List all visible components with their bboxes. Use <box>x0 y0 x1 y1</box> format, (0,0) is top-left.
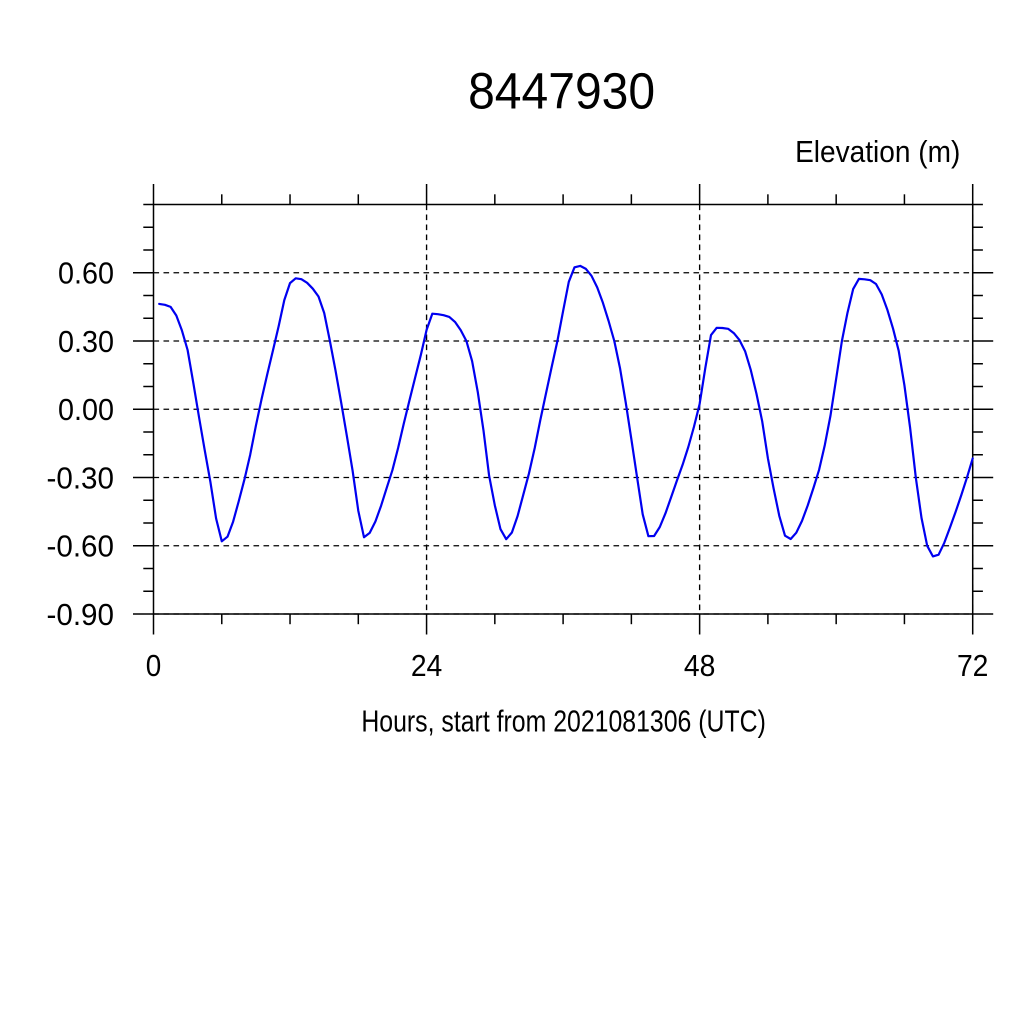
svg-text:Hours, start from 2021081306 (: Hours, start from 2021081306 (UTC) <box>361 704 766 738</box>
svg-text:0.30: 0.30 <box>58 324 114 359</box>
svg-text:8447930: 8447930 <box>468 63 655 120</box>
svg-text:0: 0 <box>146 648 162 683</box>
svg-text:72: 72 <box>957 648 989 683</box>
svg-text:Elevation (m): Elevation (m) <box>795 135 960 169</box>
svg-text:-0.30: -0.30 <box>47 460 115 495</box>
svg-text:-0.90: -0.90 <box>47 597 115 632</box>
svg-text:0.60: 0.60 <box>58 256 114 291</box>
svg-text:24: 24 <box>411 648 443 683</box>
svg-text:-0.60: -0.60 <box>47 529 115 564</box>
svg-text:48: 48 <box>684 648 716 683</box>
svg-text:0.00: 0.00 <box>58 392 114 427</box>
